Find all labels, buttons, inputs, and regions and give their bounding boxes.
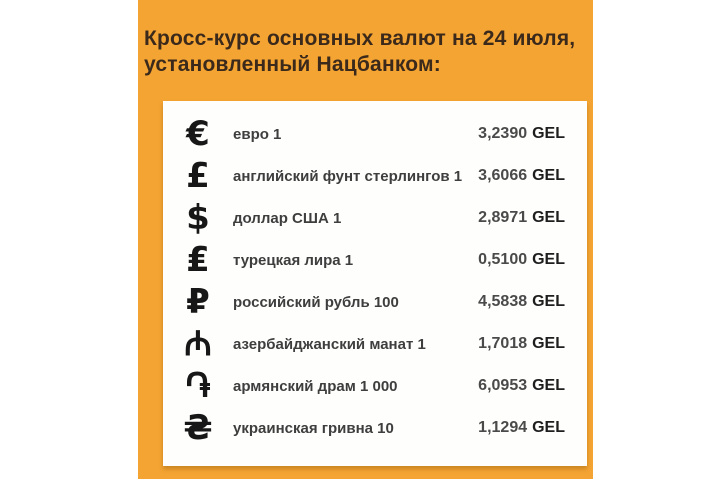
currency-label: евро 1 [233,125,282,143]
rate-value: 3,6066 [478,167,528,184]
rate-value: 1,7018 [478,335,528,352]
currency-label: украинская гривна 10 [233,419,394,437]
currency-label: доллар США 1 [233,209,342,227]
currency-rate: 0,5100 GEL [478,251,565,269]
hryvnia-sign-icon: ₴ [183,408,213,448]
currency-row: $ доллар США 1 2,8971 GEL [175,198,565,238]
rate-unit: GEL [532,335,565,352]
rate-value: 3,2390 [478,125,528,142]
rate-unit: GEL [532,293,565,310]
currency-row: € евро 1 3,2390 GEL [175,114,565,154]
rate-unit: GEL [532,125,565,142]
poster-title-line-2: установленный Нацбанком: [144,53,441,76]
currency-rate: 1,7018 GEL [478,335,565,353]
currency-row: ₼ азербайджанский манат 1 1,7018 GEL [175,324,565,364]
rate-unit: GEL [532,377,565,394]
currency-label: азербайджанский манат 1 [233,335,426,353]
currency-row: ₽ российский рубль 100 4,5838 GEL [175,282,565,322]
poster-title: Кросс-курс основных валют на 24 июля, ус… [144,26,589,78]
lira-sign-icon: ₤ [186,240,210,280]
manat-sign-icon: ₼ [184,324,212,364]
rate-value: 1,1294 [478,419,528,436]
currency-rate: 4,5838 GEL [478,293,565,311]
rate-unit: GEL [532,209,565,226]
currency-label: английский фунт стерлингов 1 [233,167,463,185]
infographic-poster: Кросс-курс основных валют на 24 июля, ус… [138,0,593,479]
dram-sign-icon: ֏ [185,366,211,406]
rate-value: 6,0953 [478,377,528,394]
rates-list: € евро 1 3,2390 GEL £ английский фунт сте… [175,114,565,448]
rate-value: 0,5100 [478,251,528,268]
dollar-sign-icon: $ [186,198,210,238]
currency-rate: 6,0953 GEL [478,377,565,395]
currency-row: ֏ армянский драм 1 000 6,0953 GEL [175,366,566,406]
euro-sign-icon: € [186,114,210,154]
currency-rate: 3,6066 GEL [478,167,565,185]
poster-title-line-1: Кросс-курс основных валют на 24 июля, [144,27,576,50]
rate-unit: GEL [532,167,565,184]
rate-value: 4,5838 [478,293,528,310]
currency-rate: 2,8971 GEL [478,209,565,227]
pound-sign-icon: £ [186,156,210,196]
rate-value: 2,8971 [478,209,528,226]
currency-rate: 1,1294 GEL [478,419,565,437]
currency-rate: 3,2390 GEL [478,125,565,143]
currency-row: £ английский фунт стерлингов 1 3,6066 GEL [175,156,565,196]
currency-label: турецкая лира 1 [233,251,354,269]
rates-card: € евро 1 3,2390 GEL £ английский фунт сте… [163,101,587,466]
currency-label: армянский драм 1 000 [233,377,398,395]
ruble-sign-icon: ₽ [186,282,210,322]
currency-row: ₤ турецкая лира 1 0,5100 GEL [175,240,565,280]
currency-label: российский рубль 100 [233,293,399,311]
rate-unit: GEL [532,251,565,268]
rate-unit: GEL [532,419,565,436]
currency-row: ₴ украинская гривна 10 1,1294 GEL [175,408,565,448]
